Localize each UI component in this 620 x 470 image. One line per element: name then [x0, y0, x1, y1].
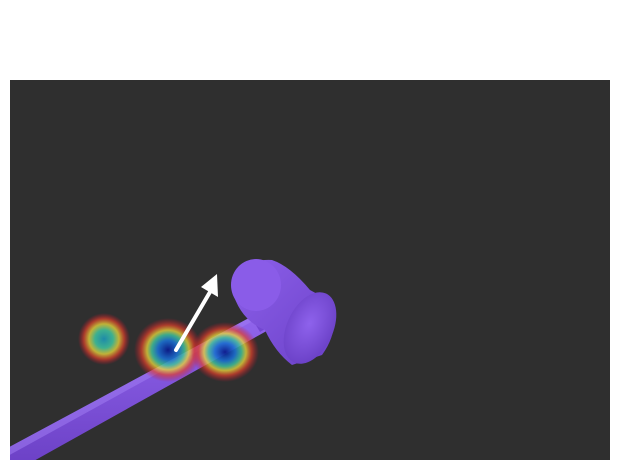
- arrow-head-icon: [201, 274, 218, 297]
- scene-canvas: [10, 80, 610, 460]
- direction-arrow: [174, 274, 218, 352]
- heatmap-blob-right: [191, 322, 259, 382]
- heatmap-blob-left: [78, 313, 130, 365]
- hammer-head-back: [231, 259, 281, 311]
- render-viewport: [10, 80, 610, 460]
- hammer-face: [283, 292, 337, 364]
